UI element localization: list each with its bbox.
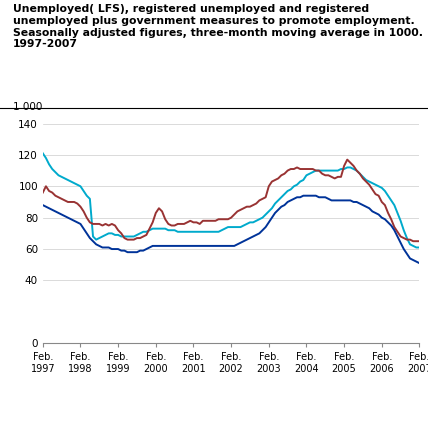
Unemployed( LFS) [345, 157, 350, 162]
Registered unemployed [276, 207, 281, 213]
Registered unemployed + government measures [276, 198, 281, 203]
Unemployed( LFS) [294, 165, 300, 170]
Registered unemployed [200, 243, 205, 249]
Registered unemployed + government measures [40, 150, 45, 156]
Unemployed( LFS) [128, 237, 133, 242]
Line: Registered unemployed + government measures: Registered unemployed + government measu… [43, 153, 419, 247]
Registered unemployed + government measures [294, 182, 300, 187]
Line: Unemployed( LFS): Unemployed( LFS) [43, 160, 419, 241]
Unemployed( LFS) [200, 218, 205, 224]
Registered unemployed [417, 260, 422, 266]
Text: 1 000: 1 000 [13, 102, 42, 112]
Registered unemployed + government measures [392, 202, 397, 208]
Line: Registered unemployed: Registered unemployed [43, 196, 419, 263]
Registered unemployed + government measures [417, 245, 422, 250]
Unemployed( LFS) [417, 238, 422, 244]
Registered unemployed [395, 234, 400, 239]
Registered unemployed [128, 249, 133, 255]
Unemployed( LFS) [395, 229, 400, 235]
Registered unemployed + government measures [200, 229, 205, 235]
Registered unemployed + government measures [414, 245, 419, 250]
Registered unemployed + government measures [128, 234, 133, 239]
Registered unemployed [301, 193, 306, 198]
Registered unemployed [40, 202, 45, 208]
Unemployed( LFS) [78, 204, 83, 209]
Registered unemployed [294, 194, 300, 200]
Unemployed( LFS) [410, 238, 416, 244]
Registered unemployed + government measures [78, 183, 83, 189]
Text: Unemployed( LFS), registered unemployed and registered
unemployed plus governmen: Unemployed( LFS), registered unemployed … [13, 4, 423, 49]
Unemployed( LFS) [276, 176, 281, 181]
Registered unemployed [78, 221, 83, 227]
Unemployed( LFS) [40, 190, 45, 195]
